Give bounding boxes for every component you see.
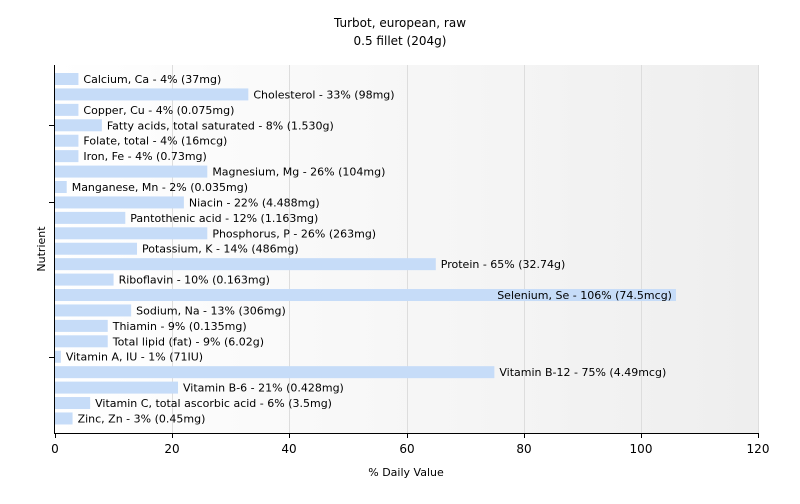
bars (55, 73, 676, 425)
bar (55, 196, 184, 209)
bar-label: Zinc, Zn - 3% (0.45mg) (78, 412, 206, 425)
bar (55, 181, 67, 194)
bar (55, 319, 108, 332)
bar (55, 73, 79, 85)
bar (55, 165, 208, 178)
bar (55, 227, 208, 240)
x-axis-title: % Daily Value (368, 466, 444, 479)
x-tick-label: 100 (630, 442, 653, 456)
x-tick-label: 120 (747, 442, 770, 456)
bar-label: Vitamin B-12 - 75% (4.49mcg) (499, 366, 666, 379)
bar (55, 88, 249, 101)
bar (55, 150, 79, 163)
bar-label: Vitamin A, IU - 1% (71IU) (66, 351, 203, 364)
x-tick-label: 40 (281, 442, 296, 456)
bar-label: Sodium, Na - 13% (306mg) (136, 304, 286, 317)
bar (55, 412, 73, 425)
bar (55, 258, 436, 271)
bar-label: Selenium, Se - 106% (74.5mcg) (497, 289, 672, 302)
x-tick-label: 80 (516, 442, 531, 456)
grid (172, 65, 759, 433)
bar (55, 304, 132, 317)
x-tick-label: 20 (164, 442, 179, 456)
bar-label: Magnesium, Mg - 26% (104mg) (212, 166, 385, 179)
bar-label: Total lipid (fat) - 9% (6.02g) (112, 335, 264, 348)
bar (55, 211, 126, 224)
bar (55, 103, 79, 116)
bar-label: Riboflavin - 10% (0.163mg) (119, 274, 270, 287)
y-axis-title: Nutrient (35, 226, 48, 272)
bar-label: Niacin - 22% (4.488mg) (189, 196, 320, 209)
bar-label: Vitamin B-6 - 21% (0.428mg) (183, 382, 344, 395)
bar (55, 381, 179, 394)
bar-label: Folate, total - 4% (16mcg) (83, 135, 227, 148)
x-ticks: 0 20 40 60 80 100 120 (49, 125, 770, 456)
bar-label: Calcium, Ca - 4% (37mg) (83, 73, 221, 86)
bar-label: Manganese, Mn - 2% (0.035mg) (72, 181, 248, 194)
bar-label: Iron, Fe - 4% (0.73mg) (83, 150, 206, 163)
bar (55, 273, 114, 286)
bar (55, 289, 676, 302)
bar (55, 335, 108, 348)
bar (55, 242, 138, 255)
bar-label: Cholesterol - 33% (98mg) (253, 88, 394, 101)
x-tick-label: 0 (51, 442, 59, 456)
bar (55, 134, 79, 147)
chart-subtitle: 0.5 fillet (204g) (354, 34, 447, 48)
bar-labels: Calcium, Ca - 4% (37mg) Cholesterol - 33%… (66, 73, 672, 425)
bar (55, 119, 102, 132)
bar-label: Potassium, K - 14% (486mg) (142, 243, 299, 256)
bar-label: Vitamin C, total ascorbic acid - 6% (3.5… (95, 397, 332, 410)
axes (54, 65, 758, 434)
bar-label: Fatty acids, total saturated - 8% (1.530… (107, 119, 334, 132)
chart-title: Turbot, european, raw (333, 16, 466, 30)
bar (55, 397, 91, 410)
bar-label: Protein - 65% (32.74g) (441, 258, 566, 271)
bar-label: Pantothenic acid - 12% (1.163mg) (130, 212, 318, 225)
bar-label: Phosphorus, P - 26% (263mg) (212, 227, 376, 240)
bar-label: Copper, Cu - 4% (0.075mg) (83, 104, 234, 117)
bar (55, 350, 61, 363)
bar-label: Thiamin - 9% (0.135mg) (112, 320, 247, 333)
bar (55, 366, 495, 379)
x-tick-label: 60 (399, 442, 414, 456)
